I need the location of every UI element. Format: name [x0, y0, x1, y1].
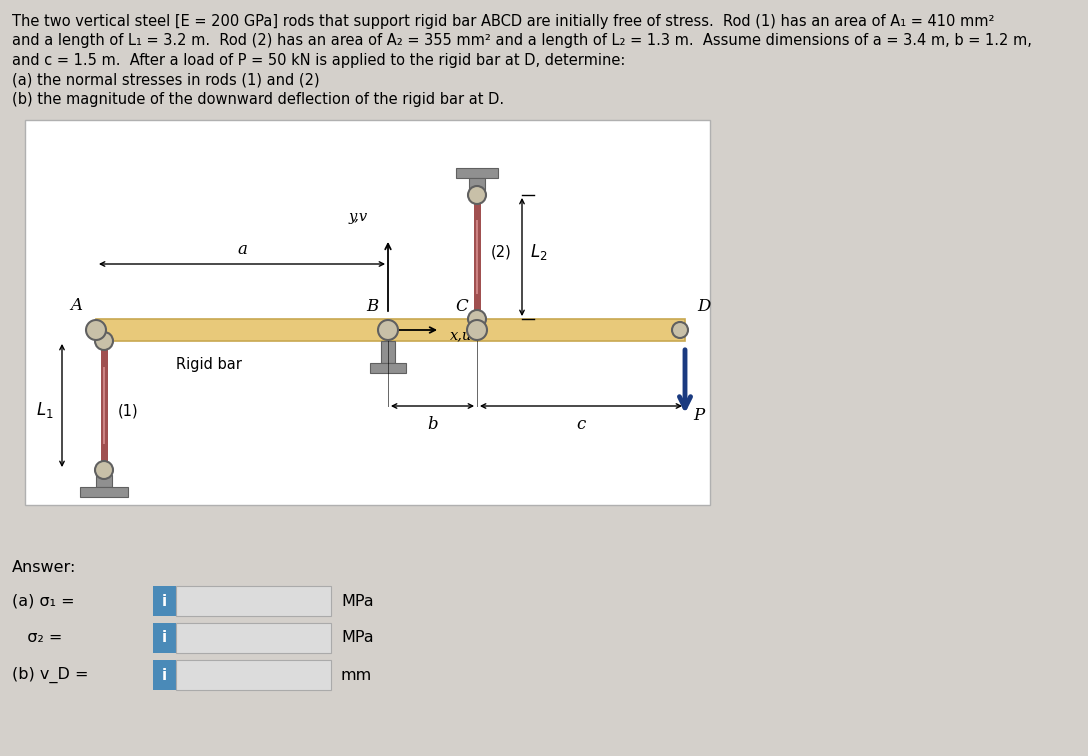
Text: i: i	[162, 631, 168, 646]
Text: i: i	[162, 593, 168, 609]
Circle shape	[468, 186, 486, 204]
Text: and a length of L₁ = 3.2 m.  Rod (2) has an area of A₂ = 355 mm² and a length of: and a length of L₁ = 3.2 m. Rod (2) has …	[12, 33, 1031, 48]
Text: (b) v_D =: (b) v_D =	[12, 667, 88, 683]
Text: σ₂ =: σ₂ =	[12, 631, 62, 646]
Bar	[153, 660, 176, 690]
Text: mm: mm	[341, 668, 372, 683]
Bar	[456, 168, 498, 178]
Circle shape	[86, 320, 106, 340]
Text: MPa: MPa	[341, 631, 373, 646]
Text: Rigid bar: Rigid bar	[176, 357, 242, 372]
Text: (b) the magnitude of the downward deflection of the rigid bar at D.: (b) the magnitude of the downward deflec…	[12, 92, 504, 107]
Bar	[381, 341, 395, 363]
Bar	[96, 319, 685, 341]
Circle shape	[95, 332, 113, 350]
Bar	[153, 586, 176, 616]
Text: $L_1$: $L_1$	[36, 401, 54, 420]
Text: A: A	[70, 297, 82, 314]
Bar	[370, 363, 406, 373]
Text: B: B	[366, 298, 378, 315]
Bar	[25, 120, 710, 505]
Bar	[176, 660, 331, 690]
Bar	[100, 341, 108, 470]
Text: i: i	[162, 668, 168, 683]
Text: D: D	[697, 298, 710, 315]
Text: c: c	[577, 416, 585, 433]
Bar	[473, 195, 481, 319]
Text: C: C	[455, 298, 468, 315]
Bar	[176, 623, 331, 653]
Text: Answer:: Answer:	[12, 560, 76, 575]
Circle shape	[378, 320, 398, 340]
Circle shape	[468, 310, 486, 328]
Text: MPa: MPa	[341, 593, 373, 609]
Text: y,v: y,v	[348, 210, 368, 224]
Bar	[81, 487, 128, 497]
Text: P: P	[693, 407, 704, 425]
Text: $L_2$: $L_2$	[530, 242, 547, 262]
Text: b: b	[428, 416, 437, 433]
Text: (a) the normal stresses in rods (1) and (2): (a) the normal stresses in rods (1) and …	[12, 73, 320, 88]
Bar	[96, 475, 112, 487]
Text: x,u: x,u	[450, 328, 472, 342]
Circle shape	[95, 461, 113, 479]
Circle shape	[467, 320, 487, 340]
Text: (a) σ₁ =: (a) σ₁ =	[12, 593, 75, 609]
Bar	[469, 178, 485, 190]
Text: (1): (1)	[118, 403, 138, 418]
Bar	[153, 623, 176, 653]
Text: The two vertical steel [E = 200 GPa] rods that support rigid bar ABCD are initia: The two vertical steel [E = 200 GPa] rod…	[12, 14, 994, 29]
Bar	[475, 220, 479, 294]
Text: (2): (2)	[491, 244, 511, 259]
Bar	[102, 367, 106, 445]
Text: and c = 1.5 m.  After a load of P = 50 kN is applied to the rigid bar at D, dete: and c = 1.5 m. After a load of P = 50 kN…	[12, 53, 626, 68]
Bar	[176, 586, 331, 616]
Text: a: a	[237, 241, 247, 258]
Circle shape	[672, 322, 688, 338]
